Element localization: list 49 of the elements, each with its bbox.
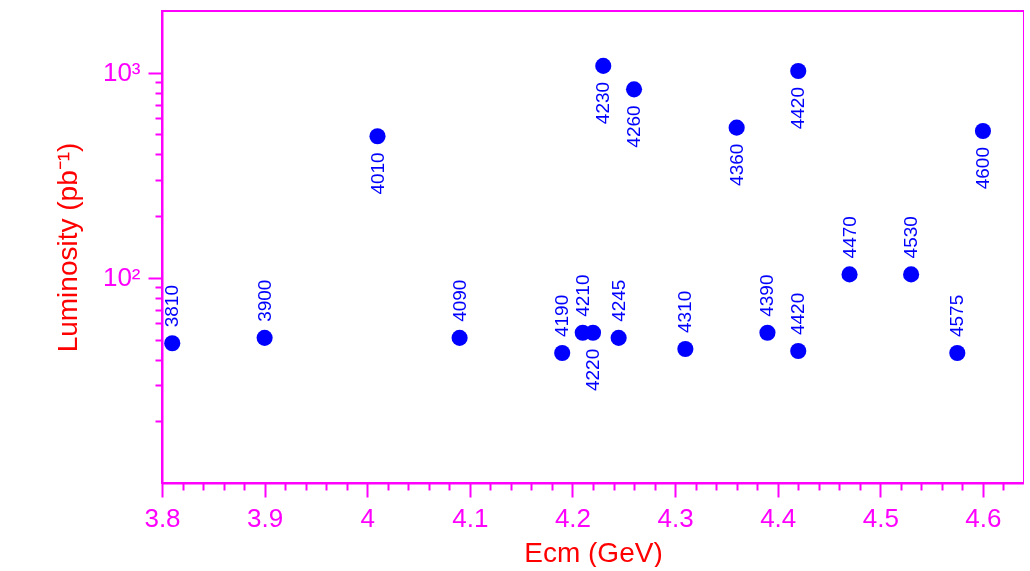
point <box>369 128 386 145</box>
annotation: 4530 <box>900 216 922 259</box>
annotation: 3900 <box>253 279 275 322</box>
y-axis-title: Luminosity (pb⁻¹) <box>51 142 83 353</box>
x-tick-label: 4.3 <box>657 502 694 533</box>
annotation: 4260 <box>623 105 645 148</box>
point <box>554 345 571 362</box>
x-tick-label: 3.8 <box>144 502 181 533</box>
annotation: 4360 <box>725 143 747 186</box>
point <box>974 122 992 140</box>
annotation: 4090 <box>448 279 470 322</box>
annotation: 4420 <box>787 292 809 336</box>
annotation: 4010 <box>366 152 388 195</box>
point <box>451 329 468 346</box>
x-tick-label: 4 <box>360 502 375 533</box>
point <box>949 345 966 362</box>
annotation: 4190 <box>551 294 573 338</box>
x-tick-label: 4.1 <box>452 502 489 533</box>
x-tick-label: 4.4 <box>760 502 797 533</box>
point <box>790 62 807 80</box>
x-axis-title: Ecm (GeV) <box>524 536 663 568</box>
point <box>595 57 612 74</box>
annotation: 3810 <box>161 284 183 328</box>
annotation: 4310 <box>674 290 696 334</box>
x-tick-label: 3.9 <box>247 502 284 533</box>
point <box>759 324 776 341</box>
point <box>790 342 807 360</box>
point <box>256 329 273 346</box>
x-tick-label: 4.6 <box>965 502 1002 533</box>
annotation: 4245 <box>607 279 629 322</box>
annotation: 4390 <box>756 274 778 317</box>
point <box>841 266 858 283</box>
point <box>164 335 181 352</box>
annotation: 4210 <box>571 274 593 317</box>
annotation: 4470 <box>838 216 860 259</box>
point <box>625 81 643 98</box>
annotation: 4600 <box>971 147 993 190</box>
point <box>677 340 694 358</box>
annotation: 4420 <box>787 86 809 130</box>
point <box>728 119 745 136</box>
annotation: 4220 <box>582 348 603 392</box>
point <box>610 329 627 346</box>
x-tick-label: 4.2 <box>554 502 592 533</box>
x-tick-label: 4.5 <box>862 502 899 533</box>
point <box>903 266 920 283</box>
annotation: 4230 <box>592 81 614 125</box>
y-tick-label: 10² <box>102 262 141 293</box>
annotation: 4575 <box>946 294 968 338</box>
y-tick-label: 10³ <box>102 57 141 88</box>
